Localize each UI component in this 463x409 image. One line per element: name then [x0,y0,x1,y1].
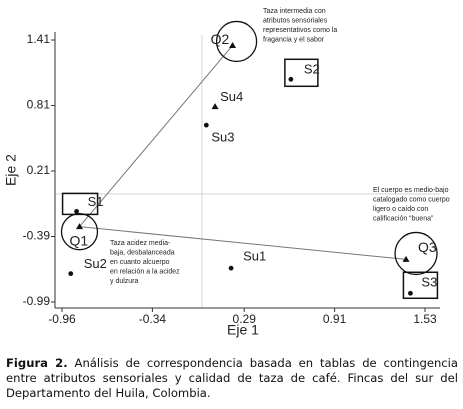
point-dot [68,271,74,277]
point-triangle [402,255,410,262]
annotation: ligero o caído con [373,206,428,213]
x-tick-label: 1.53 [413,312,437,326]
label-circle [60,213,99,251]
point-label: Q1 [69,232,88,248]
caption: Figura 2. Análisis de correspondencia ba… [6,356,458,401]
y-tick-label: -0.99 [23,294,51,308]
annotation: calificación “buena” [373,215,434,222]
point-triangle [211,103,219,110]
y-tick-label: 0.21 [27,163,51,177]
annotation: en cuanto alcuerpo [110,259,170,266]
connector [79,45,233,227]
y-tick-label: 1.41 [27,32,51,46]
point-dot [203,122,209,128]
label-box [402,271,439,300]
caption-text: Análisis de correspondencia basada en ta… [6,356,458,400]
annotation: catalogado como cuerpo [373,196,450,203]
point-dot [74,208,79,214]
x-tick-label: -0.96 [48,312,76,326]
point-triangle [229,41,237,48]
y-tick-label: -0.39 [23,229,51,243]
label-box [284,58,319,88]
x-tick-label: 0.29 [233,312,257,326]
point-label: Q3 [418,239,437,255]
point-label: S1 [88,194,104,209]
point-label: S2 [304,62,320,77]
y-tick-label: 0.81 [27,98,51,112]
annotation: y dulzura [110,278,139,285]
x-tick-label: 0.91 [323,312,347,326]
point-label: Q2 [211,31,230,47]
label-circle [394,231,438,276]
annotation: baja, desbalanceada [110,249,175,256]
annotation: El cuerpo es medio-bajo [373,187,449,194]
x-tick-label: -0.34 [139,312,167,326]
point-label: Su3 [211,130,234,145]
label-circle [215,20,258,63]
annotation: en relación a la acidez [110,268,180,275]
point-label: Su2 [84,256,107,271]
annotation: fragancia y el sabor [263,36,325,43]
point-dot [228,265,234,271]
annotation: Taza acidez media- [110,240,171,247]
x-axis-label: Eje 1 [227,322,259,338]
label-box [61,192,99,216]
point-label: Su4 [220,89,243,104]
annotation: representativos como la [263,27,337,34]
point-dot [288,76,294,82]
annotation: Taza intermedia con [263,8,326,15]
point-triangle [75,223,83,230]
point-label: S3 [421,275,437,290]
caption-label: Figura 2. [6,356,68,370]
connector [79,226,407,260]
point-label: Su1 [243,249,266,264]
annotation: atributos sensoriales [263,17,328,24]
y-axis-label: Eje 2 [3,154,19,186]
chart: -0.96 -0.34 0.29 0.91 1.53 -0.99 -0.39 0.21 0.81… [3,8,450,338]
point-dot [408,290,413,296]
